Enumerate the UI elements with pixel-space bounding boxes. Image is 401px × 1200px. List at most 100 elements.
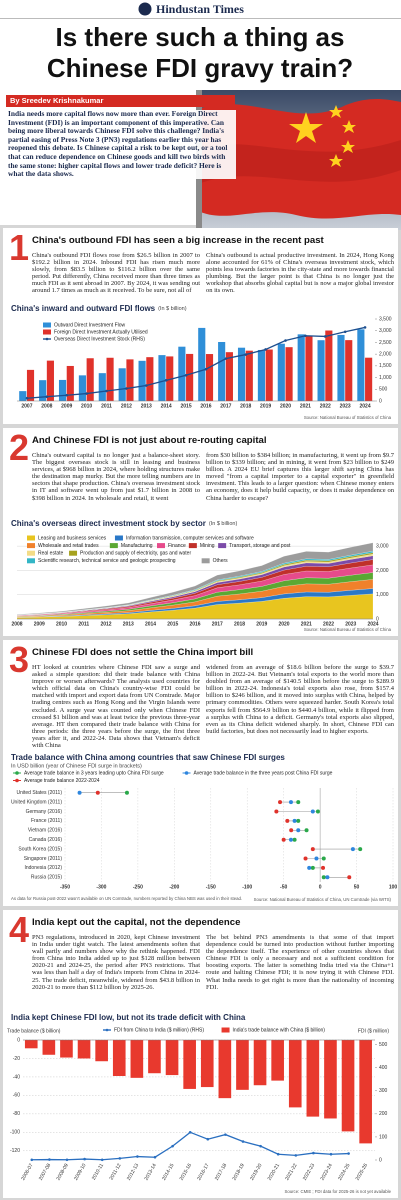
section-number: 4 [9,909,30,950]
line-point [304,334,307,338]
bar [237,347,246,401]
chart-subtitle: In USD billion (year of Chinese FDI surg… [11,763,142,769]
dot [124,790,129,795]
x-tick-label: 2015-16 [179,1162,193,1181]
y-tick-label: -80 [13,1111,20,1117]
section-number: 3 [9,639,30,680]
legend-swatch [188,543,197,549]
x-tick-label: 2011 [101,403,112,409]
bar [317,340,325,401]
y-tick-label: -120 [10,1148,20,1154]
legend-label: Leasing and business services [38,535,107,541]
y2-tick-label: 3,000 [379,328,392,334]
legend-label: Mining [200,543,215,549]
x-tick-label: -150 [206,884,216,890]
line-point [136,1155,139,1158]
legend-swatch [201,558,210,564]
x-tick-label: 2018-19 [232,1162,246,1181]
bar [200,1040,214,1088]
x-tick-label: 2013 [123,621,134,627]
x-tick-label: 2020 [280,403,291,409]
x-tick-label: 2009 [61,403,72,409]
y2-tick-label: 400 [379,1065,388,1071]
area [16,542,374,616]
y2-tick-label: 2,500 [379,340,392,346]
x-tick-label: -350 [60,884,70,890]
paragraph: The bet behind PN3 amendments is that so… [206,934,394,991]
bar [26,369,35,401]
line-point [284,339,287,342]
legend-swatch [43,329,51,335]
dot [288,800,293,805]
chart-title: China's overseas direct investment stock… [11,519,237,528]
masthead: Hindustan Times [0,0,401,19]
x-tick-label: 2022-23 [302,1162,316,1181]
x-tick-label: 2008 [11,621,22,627]
x-tick-label: 2016 [189,621,200,627]
legend-label: Transport, storage and post [229,543,291,549]
x-tick-label: 2020-21 [267,1162,281,1181]
bar [166,356,174,401]
line-point [241,1140,245,1143]
dot [310,847,315,852]
bar [365,357,373,401]
source: Source: National Bureau of Statistics of… [304,415,392,420]
legend-swatch [27,558,35,564]
dot [303,856,308,861]
dot [285,818,290,823]
legend-label: Average trade balance in the three years… [194,770,333,776]
line-point [164,379,168,382]
bar [58,379,67,401]
paragraph: widened from an average of $18.6 billion… [206,664,394,735]
x-tick-label: 2011-12 [108,1162,122,1181]
bar [112,1040,126,1076]
bar [66,365,74,401]
legend-label: Average trade balance in 3 years leading… [24,770,164,776]
y-tick-label: 0 [17,1037,20,1043]
legend-label: Real estate [38,551,64,557]
x-tick-label: 2023 [345,621,356,627]
bar [277,343,285,401]
paragraph: HT looked at countries where Chinese FDI… [32,664,200,750]
dot [310,865,315,870]
line-point [224,357,228,360]
row-label: South Korea (2015) [18,846,62,852]
bar [359,1040,372,1144]
chart-note: As data for Russia post-2022 wasn't avai… [11,896,242,901]
x-tick-label: 2016-17 [196,1162,210,1181]
legend-label: Information transmission, computer servi… [126,535,254,541]
x-tick-label: 100 [389,884,398,890]
line-point [65,393,69,397]
paragraph: China's outward capital is no longer jus… [32,452,200,502]
bar [60,1040,73,1058]
paragraph: from $30 billion to $384 billion; in man… [206,452,394,502]
line-point [125,387,128,390]
bar [86,358,94,401]
x-tick-label: 2018 [234,621,245,627]
x-tick-label: 2014 [145,621,156,627]
section-card [3,640,398,906]
line-point [144,384,148,387]
dot [350,847,355,852]
chart-title-main: Trade balance with China among countries… [11,753,285,762]
source: Source: CMIE ; FDI data for 2025-26 is n… [284,1189,391,1194]
line-point [184,373,188,377]
chart: India kept Chinese FDI low, but not its … [7,1013,392,1194]
bar [158,355,166,401]
line-point [83,1157,86,1161]
line-point [118,1157,122,1160]
line-point [259,1144,262,1148]
legend-label: India's trade balance with China ($ bill… [233,1027,326,1033]
bar [118,368,126,401]
legend-label: Production and supply of electricity, ga… [80,551,191,557]
legend-swatch [27,535,35,541]
bar [345,340,353,401]
line-point [329,1152,333,1156]
x-tick-label: 2011 [78,621,89,627]
dot [281,837,286,842]
bar [325,330,333,401]
bar [225,352,233,401]
bar [186,353,194,401]
line-point [204,367,208,371]
y-axis-label: Trade balance ($ billion) [7,1028,61,1034]
